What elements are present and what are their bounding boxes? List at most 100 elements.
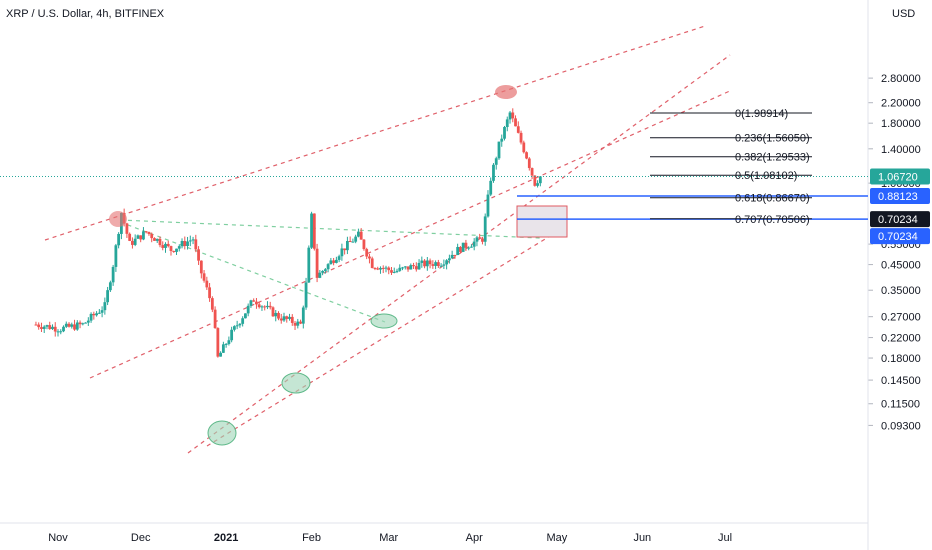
x-tick-label: Apr [466,532,483,544]
candle-body [423,260,426,267]
x-tick-label: Jun [633,532,651,544]
candle-body [150,233,154,239]
candle-body [166,243,170,247]
candle-body [516,126,520,133]
candle-body [398,267,402,271]
y-tick-label: 1.40000 [881,144,921,156]
candle-body [191,239,195,241]
candle-body [103,302,107,311]
x-tick-label: May [546,532,567,544]
candle-body [536,183,539,186]
price-badge [870,228,930,245]
support-ellipse [281,372,311,394]
candle-body [406,266,410,270]
candle-body [219,352,223,357]
candle-body [315,248,319,278]
candle-body [368,256,371,259]
candle-body [434,262,437,266]
candle-body [133,238,137,245]
candle-body [86,320,90,323]
candle-body [323,269,327,271]
y-tick-label: 0.35000 [881,285,921,297]
candle-body [472,241,476,247]
candle-body [139,235,143,240]
candle-body [348,241,352,243]
candle-body [334,259,338,263]
candle-body [268,305,272,308]
y-tick-label: 2.20000 [881,98,921,110]
candle-body [390,270,393,273]
candle-body [470,246,473,248]
candle-body [175,248,178,252]
candle-body [246,305,250,314]
price-badge [870,211,930,228]
fib-label: 0.707(0.70506) [735,214,810,226]
y-tick-label: 0.11500 [881,399,920,411]
candle-body [199,260,203,274]
candle-body [249,300,253,306]
candle-body [158,238,162,246]
candle-body [92,313,96,316]
candle-body [456,246,460,256]
candle-body [131,240,134,245]
candle-body [164,243,167,248]
candle-body [100,310,104,313]
candle-body [255,301,258,305]
candle-body [73,324,76,330]
x-tick-label: 2021 [214,532,238,544]
candle-body [359,231,363,240]
candle-body [461,242,465,252]
candle-body [153,238,156,241]
candle-body [202,273,206,281]
candle-body [293,322,297,326]
candle-body [403,266,407,268]
candle-body [467,247,471,249]
candle-body [56,331,60,333]
candle-body [481,238,484,242]
x-tick-label: Mar [379,532,398,544]
candle-body [439,265,443,267]
candle-body [221,344,225,353]
candle-body [522,142,526,153]
candle-body [144,231,148,233]
candle-body [503,127,506,139]
candle-body [266,305,269,308]
candle-body [296,321,300,326]
candle-body [340,248,344,257]
candle-body [431,264,435,266]
candle-body [494,158,498,165]
candle-body [197,249,200,261]
candle-body [142,231,145,240]
candle-body [147,231,151,234]
candle-body [67,323,71,327]
candle-body [459,246,462,252]
candle-body [442,264,446,266]
candle-body [95,313,98,316]
candle-body [519,132,523,143]
candle-body [401,267,404,269]
candle-body [64,323,68,327]
candle-body [478,237,482,239]
channel-line [44,25,706,241]
x-tick-label: Nov [48,532,68,544]
candle-body [354,236,358,242]
candle-body [155,238,159,241]
candle-body [425,260,429,267]
candle-body [274,312,278,317]
candle-body [51,326,54,330]
y-tick-label: 0.45000 [881,260,921,272]
y-unit-label: USD [892,8,915,20]
candle-body [177,246,181,249]
candle-body [288,316,291,319]
candle-body [37,324,41,328]
candle-body [279,318,283,321]
candle-body [500,138,504,142]
candle-body [395,270,399,272]
candle-body [235,325,239,327]
candle-body [343,248,347,251]
candle-body [299,321,302,324]
candle-body [78,322,82,325]
candle-body [224,343,228,345]
candle-body [194,239,198,250]
